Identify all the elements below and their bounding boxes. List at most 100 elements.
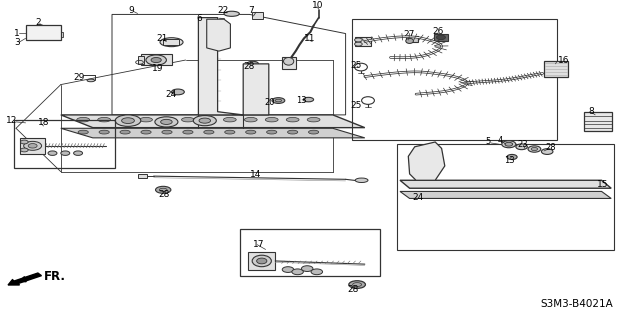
Ellipse shape (205, 54, 218, 61)
Ellipse shape (446, 182, 459, 187)
Ellipse shape (252, 255, 271, 267)
Ellipse shape (172, 89, 184, 95)
Ellipse shape (122, 118, 134, 123)
Text: 18: 18 (38, 118, 50, 127)
Ellipse shape (160, 38, 183, 47)
Ellipse shape (286, 117, 299, 122)
Text: 5: 5 (485, 137, 490, 146)
Ellipse shape (284, 57, 294, 65)
Ellipse shape (406, 38, 413, 43)
Bar (138, 174, 147, 178)
Ellipse shape (165, 40, 178, 45)
Ellipse shape (406, 182, 419, 187)
Ellipse shape (267, 130, 277, 134)
Polygon shape (61, 115, 365, 128)
Ellipse shape (426, 182, 439, 187)
Ellipse shape (156, 186, 171, 193)
Ellipse shape (417, 155, 435, 167)
Text: 24: 24 (412, 193, 424, 202)
Text: S3M3-B4021A: S3M3-B4021A (541, 299, 614, 309)
Ellipse shape (162, 130, 172, 134)
Ellipse shape (204, 26, 219, 38)
Bar (352, 19, 557, 140)
Bar (14, 120, 115, 168)
Bar (248, 252, 275, 270)
Ellipse shape (506, 182, 519, 187)
Ellipse shape (246, 130, 256, 134)
Ellipse shape (77, 117, 90, 122)
Ellipse shape (61, 151, 70, 155)
Ellipse shape (206, 80, 216, 85)
Text: 14: 14 (250, 170, 261, 179)
Ellipse shape (98, 117, 111, 122)
Text: 19: 19 (152, 64, 164, 73)
Ellipse shape (311, 269, 323, 275)
Bar (282, 56, 296, 69)
Ellipse shape (546, 182, 559, 187)
Ellipse shape (272, 98, 285, 103)
Ellipse shape (526, 182, 539, 187)
Bar (544, 61, 568, 77)
Bar (584, 112, 612, 131)
Text: 6: 6 (196, 14, 202, 23)
Polygon shape (400, 191, 611, 198)
Ellipse shape (74, 151, 83, 155)
Text: 17: 17 (253, 240, 264, 249)
Ellipse shape (486, 182, 499, 187)
Text: 13: 13 (504, 156, 515, 165)
Ellipse shape (541, 149, 553, 154)
Text: 22: 22 (218, 6, 229, 15)
Bar (240, 229, 380, 276)
Text: 24: 24 (165, 90, 177, 99)
Text: 21: 21 (157, 34, 168, 43)
Ellipse shape (204, 130, 214, 134)
Ellipse shape (287, 130, 298, 134)
Ellipse shape (308, 130, 319, 134)
Bar (20, 138, 45, 154)
Bar (355, 37, 371, 46)
Ellipse shape (28, 144, 37, 148)
Bar (406, 36, 418, 42)
Ellipse shape (507, 154, 517, 160)
Ellipse shape (355, 42, 362, 46)
Ellipse shape (424, 171, 434, 176)
Text: 26: 26 (432, 27, 444, 36)
Bar (252, 12, 263, 19)
Text: 9: 9 (128, 6, 134, 15)
Ellipse shape (151, 57, 161, 63)
Bar (397, 144, 614, 250)
Text: 28: 28 (243, 62, 255, 70)
Text: 4: 4 (498, 136, 503, 145)
Ellipse shape (183, 130, 193, 134)
Text: 15: 15 (596, 180, 608, 189)
Text: 8: 8 (589, 107, 595, 116)
Ellipse shape (307, 117, 320, 122)
Ellipse shape (223, 117, 236, 122)
Ellipse shape (199, 118, 211, 123)
Ellipse shape (24, 141, 42, 150)
Text: 16: 16 (558, 56, 570, 65)
Ellipse shape (206, 68, 216, 73)
Ellipse shape (502, 141, 516, 148)
Text: 28: 28 (545, 143, 556, 152)
Ellipse shape (349, 281, 365, 288)
Ellipse shape (193, 115, 216, 126)
Text: 7: 7 (248, 6, 254, 15)
Ellipse shape (155, 117, 178, 127)
Bar (141, 54, 172, 65)
Text: 27: 27 (403, 30, 415, 39)
Text: 28: 28 (159, 190, 170, 199)
Text: 1: 1 (14, 29, 20, 38)
Ellipse shape (257, 258, 267, 264)
Ellipse shape (205, 41, 218, 48)
Ellipse shape (301, 266, 313, 271)
Ellipse shape (20, 140, 28, 144)
Ellipse shape (586, 182, 598, 187)
Ellipse shape (436, 35, 445, 40)
Ellipse shape (202, 117, 215, 122)
Ellipse shape (303, 97, 314, 102)
Ellipse shape (282, 267, 294, 272)
Ellipse shape (224, 11, 239, 16)
Ellipse shape (161, 119, 172, 124)
Text: 29: 29 (74, 73, 85, 82)
